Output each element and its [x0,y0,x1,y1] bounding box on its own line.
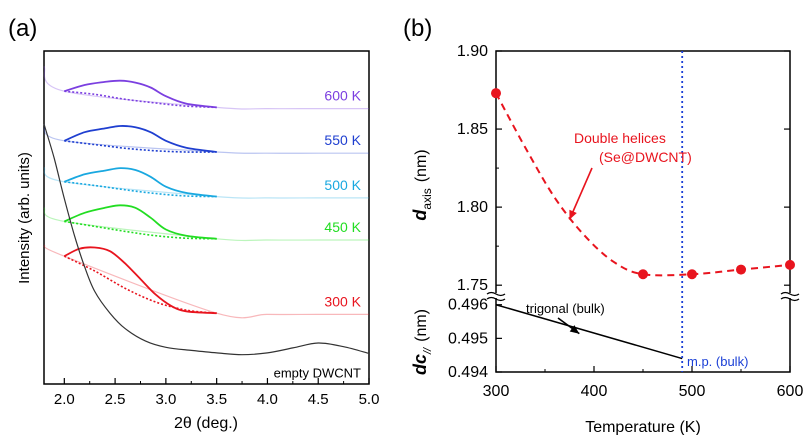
panel-b-series-double-helices-point-2 [687,269,697,280]
panel-a-series-300-k-line [63,246,217,315]
panel-a-x-tick-label-2-0: 2.0 [54,391,75,408]
panel-b-lower-y-tick-label-0-494: 0.494 [448,364,488,381]
panel-b-upper-y-tick-label-1-80: 1.80 [457,199,488,216]
panel-b-mp-label: m.p. (bulk) [687,354,748,369]
panel-b-axis-break-right [780,291,800,302]
panel-b-upper-y-ticks: 1.75 1.80 1.85 1.90 [457,43,790,294]
panel-a-series-600-k-line [64,79,217,109]
panel-a-series-500-k-raw [43,167,369,199]
panel-a-series-550-k-raw [43,123,369,154]
panel-b-upper-y-axis-label: daxis(nm) [410,149,434,220]
panel-b-double-helices-arrow [568,167,593,220]
panel-a-series-600-k-raw [43,66,369,110]
panel-a-series-500-k-line [63,167,217,198]
panel-b-axis-break-left [486,291,506,302]
panel-b-upper-y-tick-label-1-85: 1.85 [457,121,488,138]
panel-b-x-axis-label: Temperature (K) [585,419,701,435]
panel-b-plot-frame [495,50,791,373]
panel-a-plot-frame [43,50,370,385]
panel-a-series-500-k-fit [64,181,217,198]
panel-a-series-550-k-line [63,125,217,153]
panel-b-trigonal-arrow-head [569,325,580,334]
panel-a-x-ticks: 2.0 2.5 3.0 3.5 4.0 4.5 5.0 [54,378,380,408]
panel-a-series-450-k-line [63,204,217,240]
panel-b-double-helices-label: Double helices [574,130,666,146]
panel-a-x-tick-label-2-5: 2.5 [105,391,126,408]
panel-a-x-tick-label-3-5: 3.5 [206,391,227,408]
panel-a-label: (a) [8,15,37,42]
panel-b-lower-y-axis-label: dc//(nm) [410,309,434,375]
panel-b-upper-y-tick-label-1-75: 1.75 [457,277,488,294]
panel-a-series-label-550-k: 550 K [324,132,361,148]
panel-a: (a) 2.0 2.5 3.0 3.5 4.0 4.5 5.0 600 K 550 K 500 … [8,15,379,432]
panel-b-series-trigonal-bulk-line [495,304,683,360]
panel-b-series-double-helices-point-3 [736,264,746,275]
panel-a-series-300-k-fit [63,255,217,314]
panel-a-series-550-k-fit [64,140,217,153]
panel-b-series-double-helices-point-1 [638,269,648,280]
panel-b-series-double-helices-point-4 [785,259,795,270]
panel-a-series-labels: 600 K 550 K 500 K 450 K 300 K empty DWCNT [274,88,362,381]
panel-a-x-tick-label-4-0: 4.0 [257,391,278,408]
panel-a-x-tick-label-3-0: 3.0 [155,391,176,408]
panel-a-series-450-k-raw [43,207,369,242]
panel-a-x-tick-label-5-0: 5.0 [359,391,380,408]
panel-a-series-label-empty-dwcnt: empty DWCNT [274,366,361,381]
panel-a-series-600-k-fit [64,90,217,109]
panel-b-double-helices-arrow-shaft [568,167,593,220]
panel-a-series-450-k-fit [64,220,217,240]
panel-b: (b) 300 400 500 600 1.751.801.851.90 0.4940… [403,15,803,435]
panel-a-x-tick-label-4-5: 4.5 [308,391,329,408]
panel-b-lower-y-tick-label-0-495: 0.495 [448,330,488,347]
panel-b-series-double-helices-curve [495,92,791,277]
panel-b-trigonal-label: trigonal (bulk) [526,301,605,316]
panel-b-x-ticks: 300 400 500 600 [483,366,804,400]
panel-a-series-empty-dwcnt-line [43,123,370,356]
panel-a-series-300-k-raw [43,244,369,319]
panel-b-lower-y-tick-label-0-496: 0.496 [448,297,488,314]
panel-a-series-label-500-k: 500 K [324,177,361,193]
panel-a-series-label-300-k: 300 K [324,293,361,309]
panel-b-double-helices-sublabel: (Se@DWCNT) [599,149,692,165]
panel-b-x-tick-label-400: 400 [581,383,608,400]
panel-a-series-label-450-k: 450 K [324,219,361,235]
panel-b-series [491,88,795,360]
panel-b-upper-y-tick-label-1-90: 1.90 [457,43,488,60]
panel-a-y-axis-label: Intensity (arb. units) [16,152,33,284]
panel-b-double-helices-arrow-head [569,209,577,220]
panel-b-trigonal-arrow [557,317,580,335]
panel-b-label: (b) [403,15,432,42]
panel-b-x-tick-label-600: 600 [777,383,804,400]
panel-a-series [43,66,370,356]
panel-b-lower-y-ticks: 0.494 0.495 0.496 [448,297,502,381]
panel-a-x-axis-label: 2θ (deg.) [174,415,238,432]
panel-a-series-label-600-k: 600 K [324,88,361,104]
panel-b-series-double-helices-point-0 [491,88,501,99]
panel-b-x-tick-label-500: 500 [679,383,706,400]
panel-b-x-tick-label-300: 300 [483,383,510,400]
